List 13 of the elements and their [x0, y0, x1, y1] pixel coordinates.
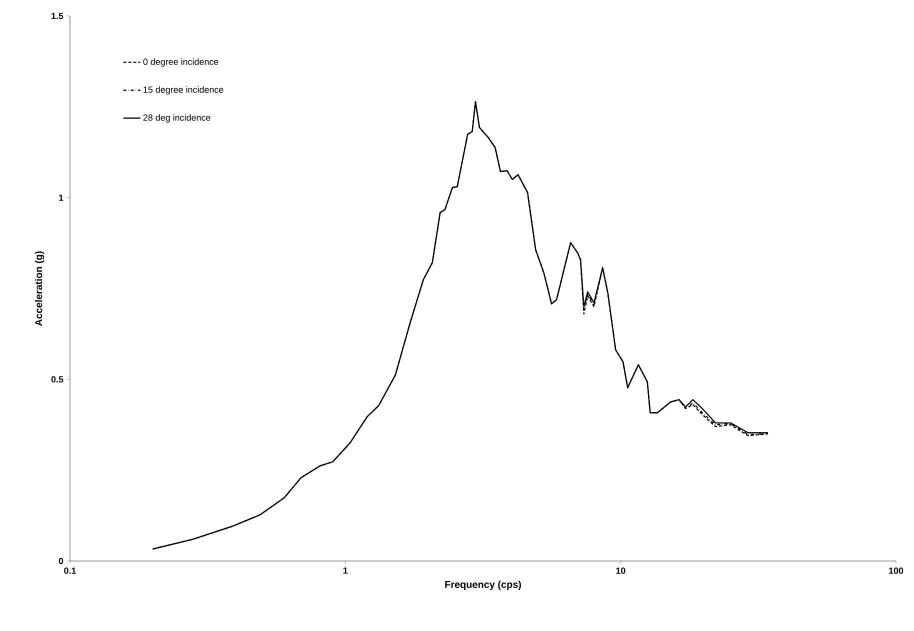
legend-label: 0 degree incidence — [143, 58, 218, 67]
x-tick-label: 100 — [889, 568, 904, 574]
y-tick-label: 0.5 — [51, 376, 64, 383]
y-axis-title: Acceleration (g) — [34, 251, 44, 326]
x-tick-label: 1 — [343, 568, 348, 574]
y-tick-label: 1.5 — [52, 12, 64, 20]
y-tick-label: 1 — [59, 194, 64, 201]
x-axis-title: Frequency (cps) — [445, 580, 521, 590]
y-tick-label: 0 — [58, 558, 64, 564]
legend-label: 28 deg incidence — [143, 114, 210, 123]
x-tick-label: 0.1 — [64, 568, 76, 574]
legend-label: 15 degree incidence — [144, 86, 224, 95]
x-tick-label: 10 — [616, 568, 626, 574]
